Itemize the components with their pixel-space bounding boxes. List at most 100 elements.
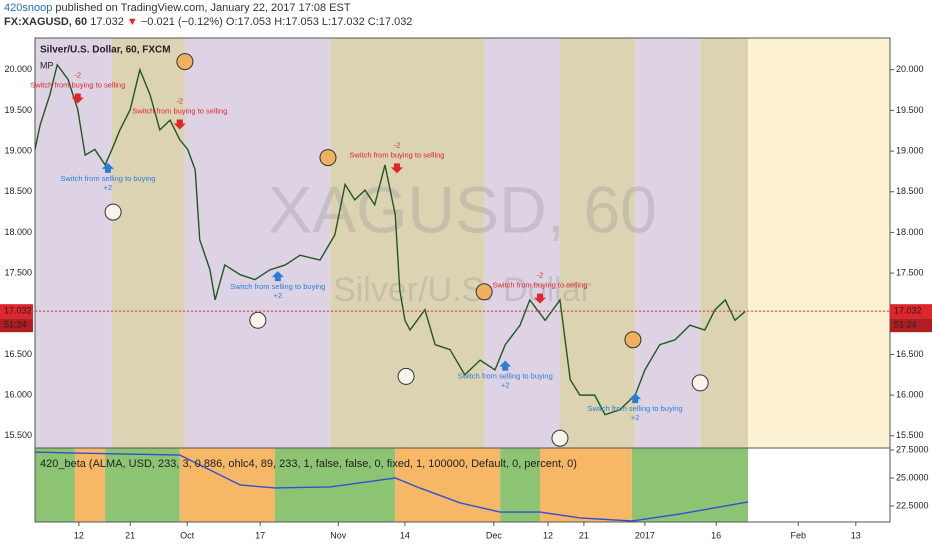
x-tick-label: 14 bbox=[400, 530, 410, 540]
y-tick-label: 16.000 bbox=[896, 389, 924, 399]
background-band bbox=[631, 448, 749, 522]
background-band bbox=[484, 38, 560, 448]
y-tick-label-left: 16.000 bbox=[4, 389, 32, 399]
x-tick-label: 12 bbox=[74, 530, 84, 540]
watermark: XAGUSD, 60 bbox=[268, 172, 657, 246]
background-band bbox=[700, 38, 749, 448]
y-tick-label: 18.000 bbox=[896, 227, 924, 237]
price-pane: 15.500 15.500 16.000 16.000 16.500 16.500 17.0… bbox=[0, 37, 932, 449]
background-band bbox=[274, 448, 396, 522]
x-tick-label: Dec bbox=[486, 530, 503, 540]
annotation-sign: +2 bbox=[501, 381, 510, 390]
background-band bbox=[105, 448, 180, 522]
annotation-text: Switch from selling to buying bbox=[458, 372, 553, 381]
annotation-text: Switch from buying to selling bbox=[492, 281, 587, 290]
published: published on TradingView.com, January 22… bbox=[55, 2, 350, 14]
x-tick-label: Feb bbox=[790, 530, 806, 540]
background-band bbox=[184, 38, 331, 448]
ohlc: O:17.053 H:17.053 L:17.032 C:17.032 bbox=[226, 16, 413, 28]
annotation-text: Switch from buying to selling bbox=[132, 106, 227, 115]
countdown-label: 51:24 bbox=[4, 320, 27, 330]
annotation-sign: +2 bbox=[104, 183, 113, 192]
background-band bbox=[330, 38, 405, 448]
annotation-text: Switch from selling to buying bbox=[230, 282, 325, 291]
pane-title: Silver/U.S. Dollar, 60, FXCM bbox=[40, 45, 171, 56]
x-tick-label: 21 bbox=[579, 530, 589, 540]
background-band bbox=[748, 38, 890, 448]
pane-border bbox=[34, 447, 891, 523]
signal-marker bbox=[475, 283, 493, 301]
annotation-sign: +2 bbox=[274, 291, 283, 300]
last-price-label: 17.032 bbox=[4, 306, 32, 316]
signal-arrow bbox=[499, 360, 512, 371]
y-tick-label: 18.500 bbox=[896, 186, 924, 196]
annotation-sign: -2 bbox=[394, 140, 401, 149]
signal-arrow bbox=[71, 93, 84, 104]
price: 17.032 bbox=[90, 16, 124, 28]
countdown-label: 51:24 bbox=[894, 320, 917, 330]
signal-arrow bbox=[629, 393, 642, 404]
background-band bbox=[635, 38, 701, 448]
x-tick-label: 2017 bbox=[635, 530, 655, 540]
signal-marker bbox=[551, 429, 569, 447]
y-tick-label-left: 18.000 bbox=[4, 227, 32, 237]
last-price-box bbox=[890, 304, 932, 319]
y-tick-label: 19.000 bbox=[896, 145, 924, 155]
background-band bbox=[111, 38, 185, 448]
annotation-text: Switch from selling to buying bbox=[588, 404, 683, 413]
x-tick-label: Nov bbox=[330, 530, 347, 540]
last-price-box bbox=[0, 304, 33, 319]
signal-marker bbox=[624, 331, 642, 349]
overlay: 12 21 Oct 17 Nov 14 Dec 12 21 2017 16 Feb 13 bbox=[74, 522, 861, 540]
signal-marker bbox=[249, 311, 267, 329]
background-band bbox=[179, 448, 275, 522]
y-tick-label: 15.500 bbox=[896, 430, 924, 440]
x-tick-label: 21 bbox=[125, 530, 135, 540]
signal-marker bbox=[104, 203, 122, 221]
y-tick-label: 20.000 bbox=[896, 64, 924, 74]
direction: ▼ bbox=[127, 16, 138, 28]
y-tick-label: 27.5000 bbox=[896, 444, 929, 454]
pane-subtitle: MP bbox=[40, 60, 54, 70]
signal-marker bbox=[397, 367, 415, 385]
price-line bbox=[34, 63, 746, 416]
watermark-sub: Silver/U.S. Dollar bbox=[333, 271, 592, 309]
y-tick-label: 16.500 bbox=[896, 349, 924, 359]
signal-marker bbox=[319, 149, 337, 167]
y-tick-label-left: 19.000 bbox=[4, 145, 32, 155]
header-line-1: 420snoop published on TradingView.com, J… bbox=[4, 2, 351, 14]
background-band bbox=[74, 448, 106, 522]
signal-marker bbox=[176, 53, 194, 71]
annotation-text: Switch from buying to selling bbox=[30, 80, 125, 89]
indicator-pane: 22.5000 25.0000 27.5000 420_beta (ALMA, USD… bbox=[34, 444, 929, 523]
annotation-sign: +2 bbox=[631, 413, 640, 422]
signal-arrow bbox=[101, 162, 114, 173]
countdown-box bbox=[890, 318, 932, 333]
y-tick-label: 19.500 bbox=[896, 105, 924, 115]
background-band bbox=[35, 38, 112, 448]
y-tick-label-left: 16.500 bbox=[4, 349, 32, 359]
signal-arrow bbox=[390, 163, 403, 174]
x-tick-label: Oct bbox=[180, 530, 195, 540]
y-tick-label: 25.0000 bbox=[896, 472, 929, 482]
symbol: FX:XAGUSD, 60 bbox=[4, 16, 87, 28]
background-band bbox=[540, 448, 632, 522]
y-tick-label-left: 15.500 bbox=[4, 430, 32, 440]
background-band bbox=[35, 448, 75, 522]
y-tick-label: 22.5000 bbox=[896, 500, 929, 510]
pane-title: 420_beta (ALMA, USD, 233, 3, 0.886, ohlc… bbox=[40, 458, 577, 470]
x-tick-label: 16 bbox=[711, 530, 721, 540]
y-tick-label-left: 18.500 bbox=[4, 186, 32, 196]
background-band bbox=[404, 38, 485, 448]
x-tick-label: 17 bbox=[255, 530, 265, 540]
signal-arrow bbox=[173, 119, 186, 130]
annotation-sign: -2 bbox=[537, 271, 544, 280]
author[interactable]: 420snoop bbox=[4, 2, 52, 14]
y-tick-label-left: 20.000 bbox=[4, 64, 32, 74]
annotation-text: Switch from buying to selling bbox=[349, 150, 444, 159]
price-line bbox=[34, 451, 749, 522]
annotation-sign: -2 bbox=[176, 96, 183, 105]
y-tick-label: 17.500 bbox=[896, 267, 924, 277]
background-band bbox=[559, 38, 636, 448]
